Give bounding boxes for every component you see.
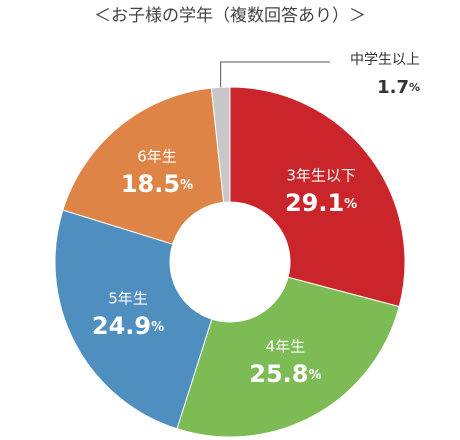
donut-slice bbox=[54, 209, 213, 430]
slice-value: 1.7% bbox=[377, 77, 420, 98]
donut-slice bbox=[229, 86, 406, 308]
leader-line bbox=[220, 61, 330, 88]
slice-value: 25.8% bbox=[249, 360, 321, 388]
slice-label: 6年生 bbox=[137, 148, 177, 166]
donut-slice bbox=[210, 86, 231, 203]
slice-label: 4年生 bbox=[266, 337, 306, 355]
slice-value: 24.9% bbox=[92, 312, 164, 340]
slice-value: 18.5% bbox=[121, 170, 193, 198]
chart-title: ＜お子様の学年（複数回答あり）＞ bbox=[94, 6, 366, 26]
slice-label: 中学生以上 bbox=[350, 52, 420, 68]
slice-value: 29.1% bbox=[285, 189, 357, 217]
donut-slice bbox=[176, 276, 400, 438]
donut-slice bbox=[62, 87, 225, 245]
slice-label: 3年生以下 bbox=[286, 166, 356, 184]
slice-label: 5年生 bbox=[108, 290, 148, 308]
